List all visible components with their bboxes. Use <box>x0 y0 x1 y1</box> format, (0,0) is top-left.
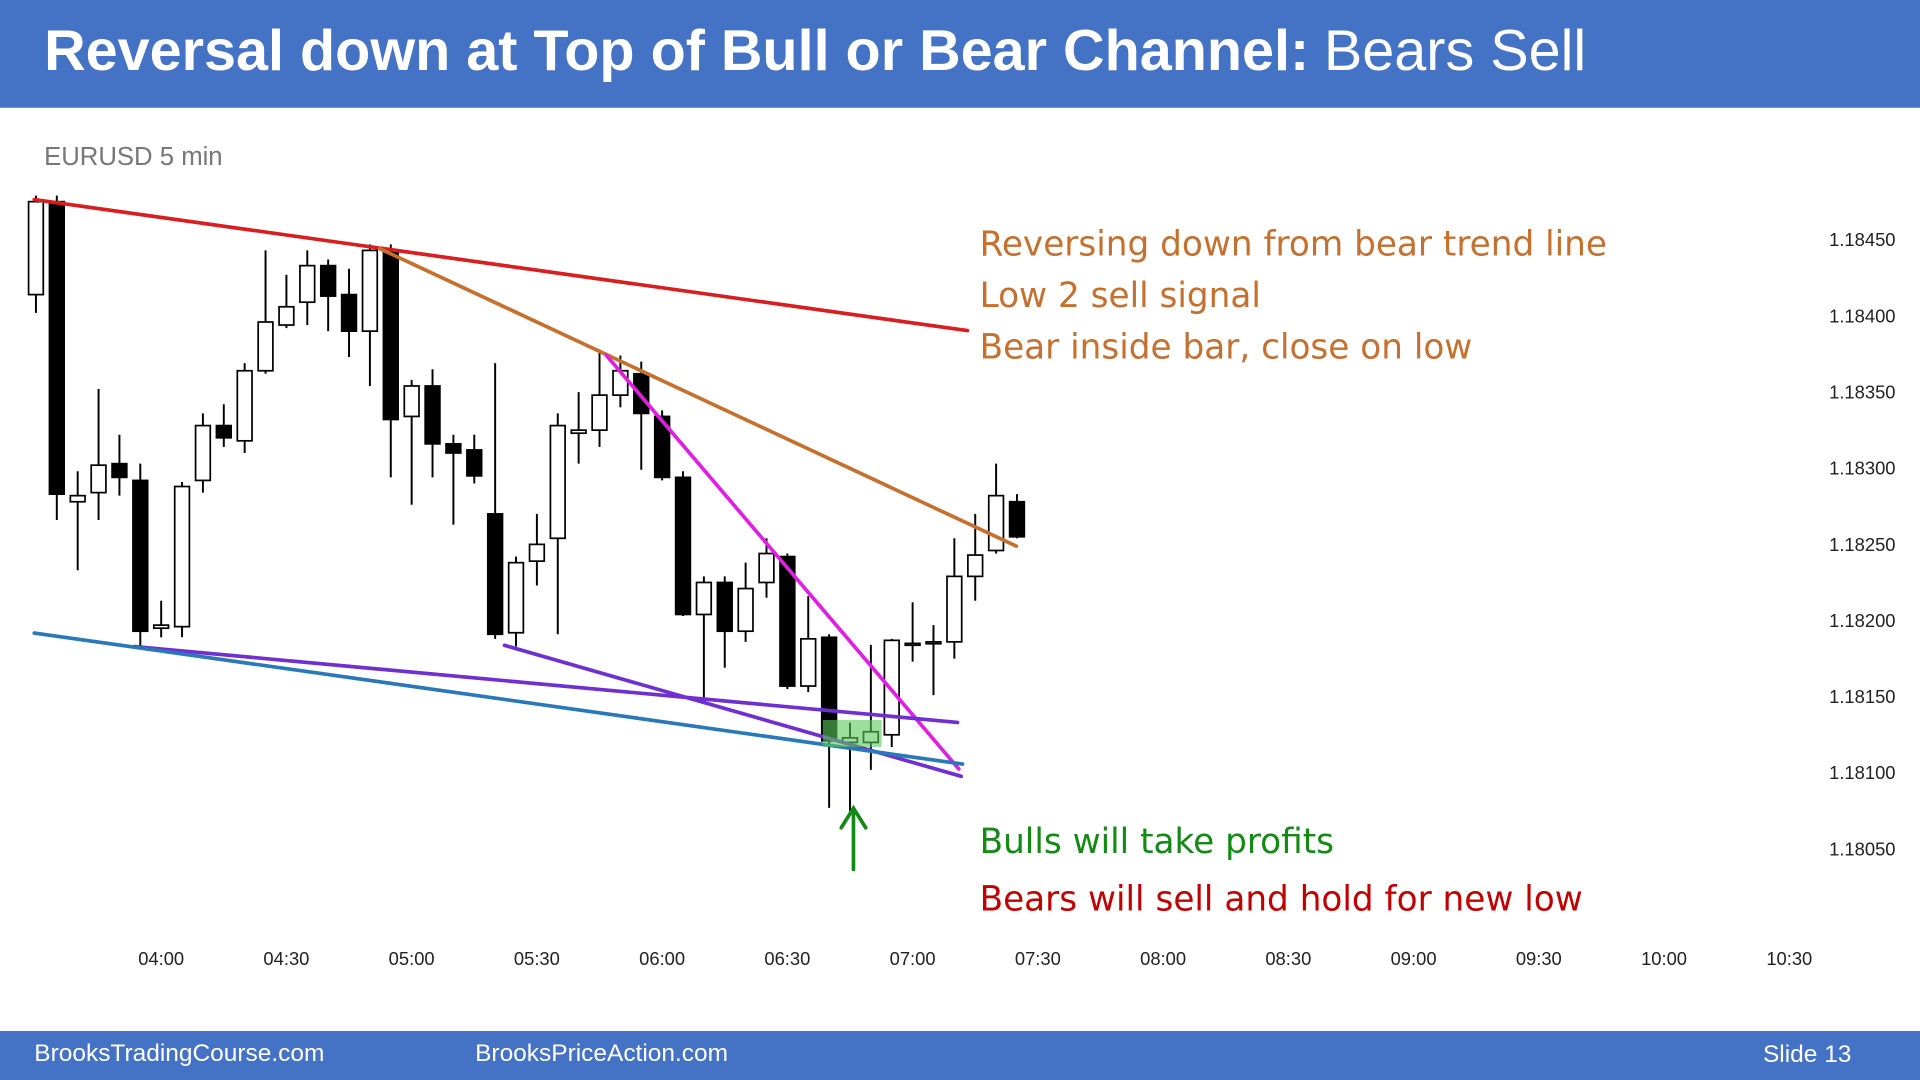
x-tick-label: 07:00 <box>890 948 936 969</box>
candle-body <box>340 293 358 332</box>
candle-body <box>549 424 566 540</box>
candle-body <box>424 385 441 445</box>
y-tick-label: 1.18400 <box>1829 305 1895 326</box>
candle-body <box>194 424 212 482</box>
candle-body <box>257 321 274 372</box>
candle-body <box>1008 500 1026 538</box>
candle-body <box>570 429 587 435</box>
candle-body <box>466 449 483 477</box>
y-tick-label: 1.18250 <box>1829 534 1895 555</box>
x-tick-label: 08:00 <box>1140 948 1186 969</box>
title-bold: Reversal down at Top of Bull or Bear Cha… <box>44 19 1309 83</box>
candle-body <box>987 494 1005 552</box>
x-tick-label: 05:00 <box>389 948 435 969</box>
candle-body <box>674 476 692 616</box>
y-tick-label: 1.18350 <box>1829 381 1895 402</box>
candle-body <box>90 464 107 494</box>
candle-body <box>653 415 671 479</box>
y-tick-label: 1.18050 <box>1829 838 1895 859</box>
red-trend-line <box>32 197 970 333</box>
candle-body <box>403 385 420 418</box>
chart-subtitle: EURUSD 5 min <box>44 143 223 171</box>
candle-body <box>716 581 733 633</box>
candle-body <box>967 554 984 578</box>
candle-body <box>946 575 963 643</box>
x-tick-label: 04:00 <box>138 948 184 969</box>
annotation: Bears will sell and hold for new low <box>980 880 1583 920</box>
footer-left: BrooksTradingCourse.com <box>34 1040 324 1067</box>
candle-body <box>278 305 295 326</box>
signal-highlight <box>822 720 882 747</box>
x-tick-label: 10:30 <box>1766 948 1812 969</box>
header-bar <box>0 0 1920 108</box>
candle-body <box>528 543 546 563</box>
candle-body <box>591 394 608 432</box>
candle-body <box>215 424 232 439</box>
candle-body <box>236 369 253 442</box>
x-tick-label: 07:30 <box>1015 948 1061 969</box>
candle-body <box>319 264 337 297</box>
candle-body <box>695 581 713 616</box>
candle-body <box>173 485 191 628</box>
candle-body <box>132 479 149 633</box>
candle-body <box>507 561 525 634</box>
arrow-head <box>839 804 868 830</box>
x-tick-label: 04:30 <box>263 948 309 969</box>
candle-body <box>737 587 754 633</box>
candle-body <box>361 249 379 332</box>
candle-body <box>382 249 399 421</box>
brown-trend-line <box>377 246 1019 548</box>
candle-body <box>486 513 504 636</box>
annotation: Bear inside bar, close on low <box>980 327 1473 367</box>
y-tick-label: 1.18200 <box>1829 610 1895 631</box>
annotation: Bulls will take profits <box>980 822 1334 862</box>
x-tick-label: 05:30 <box>514 948 560 969</box>
candle-body <box>758 552 775 584</box>
slide-title: Reversal down at Top of Bull or Bear Cha… <box>44 19 1586 83</box>
candle-body <box>299 264 316 304</box>
annotation: Low 2 sell signal <box>980 276 1261 316</box>
x-tick-label: 06:30 <box>764 948 810 969</box>
annotation: Reversing down from bear trend line <box>980 225 1607 265</box>
candle-body <box>800 637 817 687</box>
candle-body <box>27 200 45 296</box>
footer-bar <box>0 1031 1920 1080</box>
magenta-trend-line <box>604 353 961 771</box>
footer-right: Slide 13 <box>1763 1041 1851 1068</box>
y-tick-label: 1.18450 <box>1829 229 1895 250</box>
y-tick-label: 1.18150 <box>1829 686 1895 707</box>
y-tick-label: 1.18300 <box>1829 458 1895 479</box>
blue-trend-line <box>32 631 965 766</box>
candle-body <box>69 494 86 503</box>
x-tick-label: 09:30 <box>1516 948 1562 969</box>
trend-lines <box>32 197 1019 872</box>
x-tick-label: 08:30 <box>1265 948 1311 969</box>
plot: 1.18050 1.18100 1.18150 1.18200 1.18250 1.183… <box>27 195 1896 969</box>
candle-body <box>904 642 921 647</box>
candle-body <box>48 200 66 495</box>
x-tick-label: 09:00 <box>1391 948 1437 969</box>
candle-body <box>779 555 796 687</box>
y-tick-label: 1.18100 <box>1829 762 1895 783</box>
footer-center: BrooksPriceAction.com <box>475 1040 728 1067</box>
candle-body <box>925 641 942 645</box>
candle-body <box>445 443 462 454</box>
candle-body <box>152 624 170 630</box>
x-tick-label: 06:00 <box>639 948 685 969</box>
purple-trend-line <box>132 644 960 725</box>
candle-body <box>111 462 128 479</box>
x-tick-label: 10:00 <box>1641 948 1687 969</box>
title-rest: Bears Sell <box>1324 19 1586 83</box>
